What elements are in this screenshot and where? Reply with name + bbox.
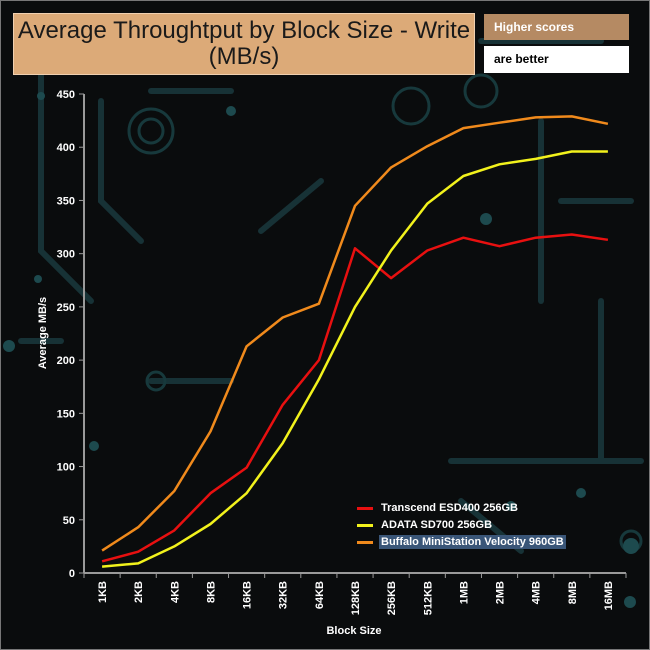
legend-swatch bbox=[357, 523, 373, 527]
series-lines bbox=[101, 115, 609, 568]
x-tick-label: 1KB bbox=[97, 581, 109, 603]
y-tick-label: 400 bbox=[57, 142, 75, 154]
y-tick-label: 200 bbox=[57, 355, 75, 367]
y-tick-label: 50 bbox=[63, 515, 75, 527]
legend: Transcend ESD400 256GB ADATA SD700 256GB… bbox=[357, 501, 566, 552]
legend-item: Buffalo MiniStation Velocity 960GB bbox=[357, 535, 566, 552]
y-tick-label: 0 bbox=[69, 568, 75, 580]
x-tick-label: 128KB bbox=[350, 581, 362, 615]
x-tick-label: 8KB bbox=[205, 581, 217, 603]
y-tick-label: 100 bbox=[57, 462, 75, 474]
legend-label: Buffalo MiniStation Velocity 960GB bbox=[379, 535, 566, 549]
x-tick-label: 4KB bbox=[169, 581, 181, 603]
x-tick-label: 64KB bbox=[314, 581, 326, 609]
y-tick-label: 300 bbox=[57, 249, 75, 261]
y-axis-label: Average MB/s bbox=[37, 297, 49, 369]
x-tick-label: 256KB bbox=[386, 581, 398, 615]
x-tick-label: 16KB bbox=[242, 581, 254, 609]
legend-item: Transcend ESD400 256GB bbox=[357, 501, 566, 518]
x-axis-ticks: 1KB 2KB 4KB 8KB 16KB 32KB 64KB 128KB 256KB 512KB 1… bbox=[83, 573, 627, 615]
y-tick-label: 450 bbox=[57, 89, 75, 101]
x-tick-label: 32KB bbox=[278, 581, 290, 609]
legend-label: ADATA SD700 256GB bbox=[381, 519, 493, 531]
chart-axes bbox=[83, 94, 626, 574]
x-axis-label: Block Size bbox=[326, 625, 381, 637]
x-tick-label: 4MB bbox=[531, 581, 543, 604]
x-tick-label: 1MB bbox=[458, 581, 470, 604]
series-line-3 bbox=[101, 115, 609, 552]
higher-scores-note: Higher scores bbox=[484, 14, 629, 40]
legend-swatch bbox=[357, 506, 373, 510]
y-tick-label: 150 bbox=[57, 408, 75, 420]
chart-title: Average Throughtput by Block Size - Writ… bbox=[13, 13, 475, 75]
are-better-note: are better bbox=[484, 46, 629, 73]
x-tick-label: 16MB bbox=[603, 581, 615, 610]
y-tick-label: 250 bbox=[57, 302, 75, 314]
y-tick-label: 350 bbox=[57, 195, 75, 207]
legend-label: Transcend ESD400 256GB bbox=[381, 502, 518, 514]
series-line-1 bbox=[101, 233, 609, 563]
x-tick-label: 2MB bbox=[495, 581, 507, 604]
x-tick-label: 2KB bbox=[133, 581, 145, 603]
legend-item: ADATA SD700 256GB bbox=[357, 518, 566, 535]
y-axis-ticks: 0 50 100 150 200 250 300 350 400 450 bbox=[57, 89, 84, 580]
x-tick-label: 512KB bbox=[422, 581, 434, 615]
legend-swatch bbox=[357, 540, 373, 544]
x-tick-label: 8MB bbox=[567, 581, 579, 604]
chart-title-text: Average Throughtput by Block Size - Writ… bbox=[17, 17, 471, 70]
series-line-2 bbox=[101, 150, 608, 568]
